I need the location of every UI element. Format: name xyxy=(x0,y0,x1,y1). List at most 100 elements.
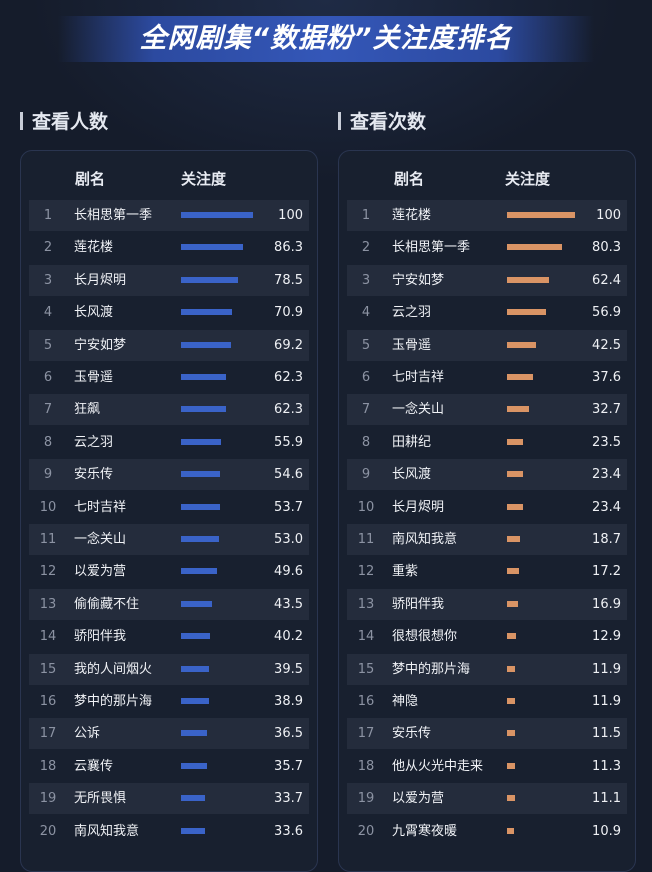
table-row: 5 宁安如梦 69.2 xyxy=(29,329,309,361)
rank-number: 14 xyxy=(357,629,375,645)
drama-name: 南风知我意 xyxy=(74,823,140,839)
score-bar xyxy=(507,665,516,672)
rank-number: 20 xyxy=(357,823,375,839)
score-value: 78.5 xyxy=(274,272,303,288)
table-row: 5 玉骨遥 42.5 xyxy=(347,329,627,361)
score-value: 62.4 xyxy=(592,272,621,288)
drama-name: 无所畏惧 xyxy=(74,791,127,807)
score-value: 10.9 xyxy=(592,823,621,839)
score-value: 80.3 xyxy=(592,240,621,256)
score-value: 40.2 xyxy=(274,629,303,645)
column-header-score: 关注度 xyxy=(181,170,227,188)
score-value: 62.3 xyxy=(274,402,303,418)
rank-number: 20 xyxy=(39,823,57,839)
rank-number: 16 xyxy=(357,694,375,709)
drama-name: 长相思第一季 xyxy=(74,208,153,223)
score-bar xyxy=(181,600,213,607)
score-bar xyxy=(181,374,226,380)
score-bar xyxy=(181,827,206,834)
table-row: 12 重紫 17.2 xyxy=(347,556,627,588)
right-panel-heading: 查看次数 xyxy=(338,108,426,136)
drama-name: 梦中的那片海 xyxy=(74,694,153,709)
table-row: 14 骄阳伴我 40.2 xyxy=(29,621,309,653)
title-banner xyxy=(58,16,594,62)
drama-name: 莲花楼 xyxy=(74,240,114,256)
score-bar xyxy=(507,471,523,478)
viewers-ranking-panel: 剧名 关注度 1 长相思第一季 100 2 莲花楼 86.3 3 长月烬明 78.5 4 长风渡 70… xyxy=(20,150,318,872)
drama-name: 玉骨遥 xyxy=(392,337,432,353)
rank-number: 9 xyxy=(43,467,53,483)
score-value: 86.3 xyxy=(274,240,303,256)
table-row: 16 梦中的那片海 38.9 xyxy=(29,686,309,717)
table-row: 1 莲花楼 100 xyxy=(347,200,627,231)
score-bar xyxy=(181,536,220,542)
views-ranking-panel: 剧名 关注度 1 莲花楼 100 2 长相思第一季 80.3 3 宁安如梦 62.4 4 云之羽 56… xyxy=(338,150,636,872)
rank-number: 2 xyxy=(43,240,53,256)
rank-number: 6 xyxy=(43,370,53,385)
table-row: 11 南风知我意 18.7 xyxy=(347,524,627,555)
score-bar xyxy=(507,276,550,283)
drama-name: 七时吉祥 xyxy=(392,370,445,385)
heading-accent-bar xyxy=(20,112,23,130)
table-row: 3 长月烬明 78.5 xyxy=(29,264,309,296)
score-value: 53.0 xyxy=(274,532,303,547)
score-bar xyxy=(507,309,546,316)
score-bar xyxy=(507,406,530,413)
drama-name: 他从火光中走来 xyxy=(392,758,484,774)
rank-number: 1 xyxy=(43,208,53,223)
table-row: 4 长风渡 70.9 xyxy=(29,297,309,329)
rank-number: 13 xyxy=(357,596,375,612)
table-row: 10 长月烬明 23.4 xyxy=(347,491,627,523)
score-bar xyxy=(507,698,516,704)
table-row: 3 宁安如梦 62.4 xyxy=(347,264,627,296)
score-bar xyxy=(181,276,238,283)
score-bar xyxy=(181,406,226,413)
table-row: 9 长风渡 23.4 xyxy=(347,459,627,491)
drama-name: 以爱为营 xyxy=(74,564,127,580)
score-value: 38.9 xyxy=(274,694,303,709)
heading-accent-bar xyxy=(338,112,341,130)
drama-name: 梦中的那片海 xyxy=(392,661,471,677)
score-value: 23.5 xyxy=(592,434,621,450)
score-value: 39.5 xyxy=(274,661,303,677)
rank-number: 5 xyxy=(361,337,371,353)
score-bar xyxy=(181,762,207,769)
drama-name: 长月烬明 xyxy=(392,499,445,515)
score-bar xyxy=(181,503,220,510)
drama-name: 神隐 xyxy=(392,694,419,709)
rank-number: 19 xyxy=(39,791,57,807)
drama-name: 莲花楼 xyxy=(392,208,432,223)
left-panel-heading: 查看人数 xyxy=(20,108,108,136)
score-bar xyxy=(507,762,515,769)
rank-number: 15 xyxy=(357,661,375,677)
page-title: 全网剧集“数据粉”关注度排名 xyxy=(139,23,513,54)
table-row: 19 无所畏惧 33.7 xyxy=(29,783,309,815)
score-bar xyxy=(181,665,210,672)
score-bar xyxy=(507,827,515,834)
score-bar xyxy=(507,438,523,445)
table-row: 18 他从火光中走来 11.3 xyxy=(347,750,627,782)
table-row: 15 我的人间烟火 39.5 xyxy=(29,653,309,685)
score-bar xyxy=(507,730,515,737)
score-value: 35.7 xyxy=(274,758,303,774)
drama-name: 公诉 xyxy=(74,726,101,742)
score-value: 37.6 xyxy=(592,370,621,385)
table-row: 4 云之羽 56.9 xyxy=(347,297,627,329)
table-row: 20 九霄寒夜暖 10.9 xyxy=(347,815,627,847)
drama-name: 云襄传 xyxy=(74,758,114,774)
drama-name: 重紫 xyxy=(392,564,419,580)
rank-number: 1 xyxy=(361,208,371,223)
score-bar xyxy=(181,568,217,575)
rank-number: 15 xyxy=(39,661,57,677)
score-value: 18.7 xyxy=(592,532,621,547)
drama-name: 宁安如梦 xyxy=(74,337,127,353)
table-row: 7 狂飙 62.3 xyxy=(29,394,309,426)
score-bar xyxy=(181,730,208,737)
rank-number: 2 xyxy=(361,240,371,256)
score-bar xyxy=(181,438,222,445)
drama-name: 云之羽 xyxy=(74,434,114,450)
score-value: 17.2 xyxy=(592,564,621,580)
score-value: 11.9 xyxy=(592,661,621,677)
score-bar xyxy=(507,503,523,510)
score-value: 69.2 xyxy=(274,337,303,353)
